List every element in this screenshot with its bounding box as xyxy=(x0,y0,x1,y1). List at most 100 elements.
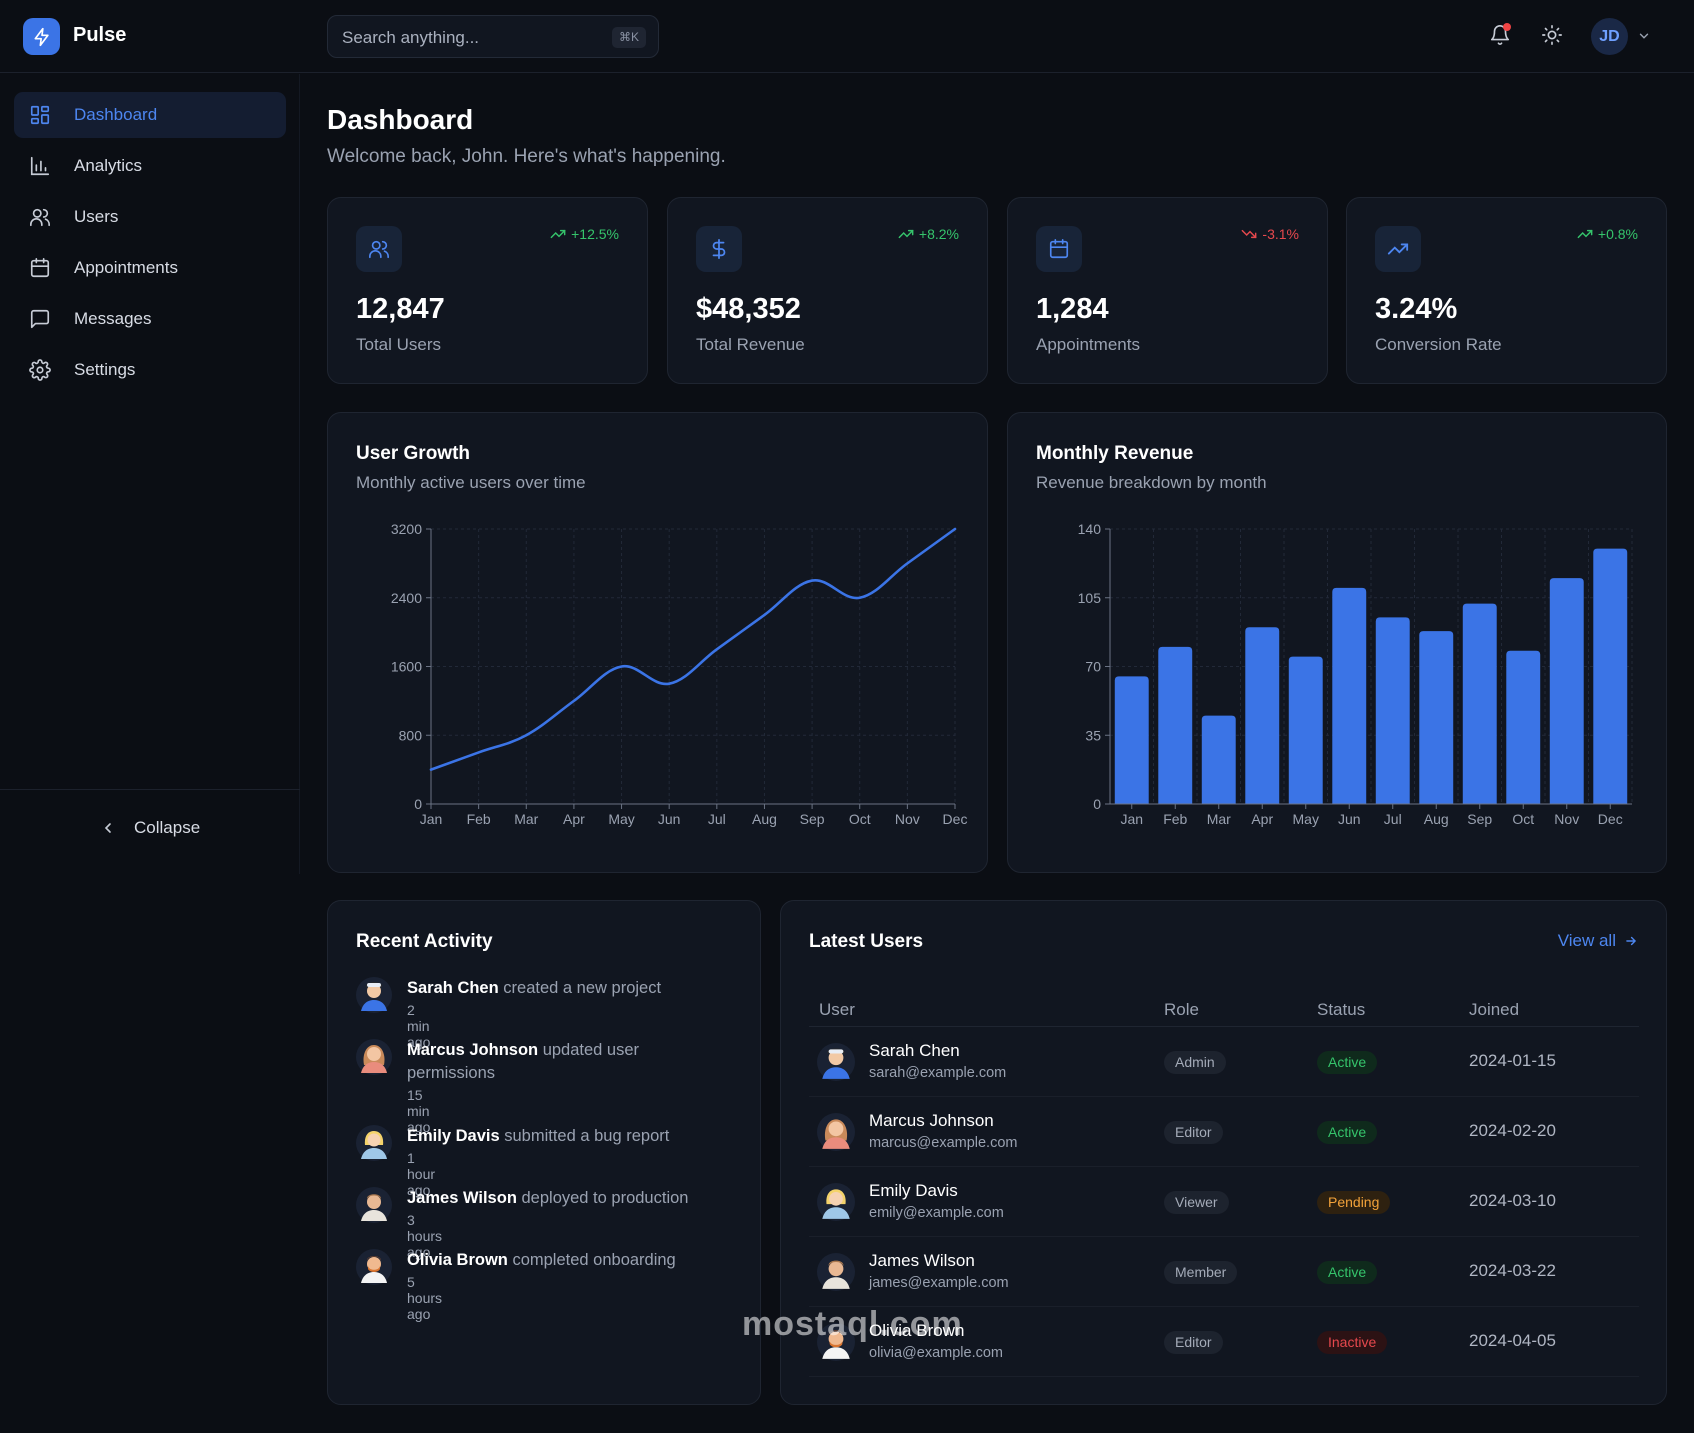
stat-change: +12.5% xyxy=(550,226,619,242)
stat-change: -3.1% xyxy=(1241,226,1299,242)
column-header-joined[interactable]: Joined xyxy=(1469,1000,1520,1019)
sidebar-item-settings[interactable]: Settings xyxy=(14,347,286,393)
message-icon xyxy=(28,307,52,331)
activity-time: 5 hours ago xyxy=(407,1274,443,1322)
user-name: Sarah Chen xyxy=(869,1041,960,1060)
sidebar-divider xyxy=(0,789,300,790)
sidebar-item-dashboard[interactable]: Dashboard xyxy=(14,92,286,138)
activity-user: Olivia Brown xyxy=(407,1251,508,1269)
x-tick-label: Apr xyxy=(1251,811,1273,827)
table-row[interactable]: Olivia Brown olivia@example.com Editor I… xyxy=(809,1307,1639,1377)
table-row[interactable]: Sarah Chen sarah@example.com Admin Activ… xyxy=(809,1027,1639,1097)
users-icon xyxy=(356,226,402,272)
activity-user: Emily Davis xyxy=(407,1127,500,1145)
role-badge: Viewer xyxy=(1164,1191,1229,1214)
table-row[interactable]: James Wilson james@example.com Member Ac… xyxy=(809,1237,1639,1307)
status-badge: Pending xyxy=(1317,1191,1391,1214)
chevron-down-icon[interactable] xyxy=(1637,29,1651,48)
user-growth-chart: 0 800 1600 2400 3200 Jan Feb Mar Apr May Jun Jul Aug… xyxy=(391,521,968,827)
x-tick-label: Jul xyxy=(708,811,726,827)
y-tick-label: 1600 xyxy=(391,659,422,675)
joined-date: 2024-04-05 xyxy=(1469,1331,1556,1350)
logo[interactable] xyxy=(23,18,60,55)
sidebar-item-appointments[interactable]: Appointments xyxy=(14,245,286,291)
activity-text: Marcus Johnson updated user permissions xyxy=(407,1039,727,1085)
role-badge: Member xyxy=(1164,1261,1238,1284)
avatar xyxy=(817,1043,855,1081)
avatar xyxy=(817,1183,855,1221)
sidebar-item-label: Appointments xyxy=(74,258,178,277)
sidebar-item-messages[interactable]: Messages xyxy=(14,296,286,342)
bar xyxy=(1375,617,1410,804)
x-tick-label: Oct xyxy=(849,811,871,827)
x-tick-label: Oct xyxy=(1512,811,1534,827)
sidebar-item-users[interactable]: Users xyxy=(14,194,286,240)
trending-down-icon xyxy=(1242,229,1257,239)
trending-up-icon xyxy=(1375,226,1421,272)
stat-change-value: +0.8% xyxy=(1597,226,1638,242)
x-tick-label: Dec xyxy=(943,811,968,827)
x-tick-label: Sep xyxy=(1467,811,1492,827)
users-title: Latest Users xyxy=(809,931,924,952)
bar-chart-icon xyxy=(28,154,52,178)
y-tick-label: 3200 xyxy=(391,521,422,537)
stat-card-total-revenue: +8.2% $48,352 Total Revenue xyxy=(667,197,988,384)
latest-users-card: Latest Users View all User Role Status J… xyxy=(780,900,1667,1405)
joined-date: 2024-01-15 xyxy=(1469,1051,1556,1070)
x-tick-label: Mar xyxy=(514,811,538,827)
activity-time: 15 min ago xyxy=(407,1087,431,1135)
watermark: mostaql.com xyxy=(742,1305,963,1343)
stat-value: 3.24% xyxy=(1375,293,1458,325)
y-tick-label: 800 xyxy=(399,727,423,743)
view-all-label: View all xyxy=(1557,931,1616,950)
activity-text: James Wilson deployed to production xyxy=(407,1187,727,1210)
x-tick-label: Jul xyxy=(1384,811,1402,827)
avatar xyxy=(356,1125,392,1161)
joined-date: 2024-03-22 xyxy=(1469,1261,1556,1280)
column-header-role[interactable]: Role xyxy=(1164,1000,1199,1019)
search-box[interactable]: Search anything... ⌘K xyxy=(327,15,659,58)
series-line xyxy=(429,527,957,771)
bar xyxy=(1462,603,1497,804)
stat-value: 1,284 xyxy=(1036,293,1109,325)
activity-action: completed onboarding xyxy=(512,1251,676,1269)
collapse-button[interactable]: Collapse xyxy=(100,818,200,838)
users-icon xyxy=(28,205,52,229)
column-header-user[interactable]: User xyxy=(819,1000,855,1019)
user-email: sarah@example.com xyxy=(869,1065,1007,1081)
chevron-left-icon xyxy=(104,823,111,833)
x-tick-label: Nov xyxy=(895,811,920,827)
table-row[interactable]: Marcus Johnson marcus@example.com Editor… xyxy=(809,1097,1639,1167)
x-tick-label: May xyxy=(1293,811,1319,827)
activity-title: Recent Activity xyxy=(356,931,493,952)
activity-action: updated user permissions xyxy=(407,1041,640,1082)
user-avatar[interactable]: JD xyxy=(1591,18,1628,55)
sun-icon[interactable] xyxy=(1541,24,1563,51)
view-all-link[interactable]: View all xyxy=(1558,931,1638,951)
avatar xyxy=(817,1113,855,1151)
arrow-right-icon xyxy=(1626,936,1637,946)
x-tick-label: Jun xyxy=(1338,811,1361,827)
activity-text: Emily Davis submitted a bug report xyxy=(407,1125,727,1148)
status-badge: Active xyxy=(1317,1051,1378,1074)
x-tick-label: Feb xyxy=(1163,811,1187,827)
x-tick-label: May xyxy=(608,811,634,827)
notification-dot xyxy=(1503,23,1511,31)
status-badge: Active xyxy=(1317,1121,1378,1144)
bar xyxy=(1245,627,1280,804)
user-name: James Wilson xyxy=(869,1251,975,1270)
y-tick-label: 140 xyxy=(1078,521,1102,537)
x-tick-label: Apr xyxy=(563,811,585,827)
chart-title: Monthly Revenue xyxy=(1036,443,1194,464)
activity-action: submitted a bug report xyxy=(504,1127,670,1145)
table-row[interactable]: Emily Davis emily@example.com Viewer Pen… xyxy=(809,1167,1639,1237)
user-name: Marcus Johnson xyxy=(869,1111,994,1130)
search-shortcut: ⌘K xyxy=(611,27,646,48)
y-tick-label: 70 xyxy=(1085,659,1101,675)
trending-up-icon xyxy=(898,229,914,239)
search-input[interactable]: Search anything... xyxy=(342,28,480,47)
column-header-status[interactable]: Status xyxy=(1317,1000,1366,1019)
sidebar-item-analytics[interactable]: Analytics xyxy=(14,143,286,189)
bell-icon[interactable] xyxy=(1489,24,1511,51)
bar xyxy=(1506,650,1541,804)
